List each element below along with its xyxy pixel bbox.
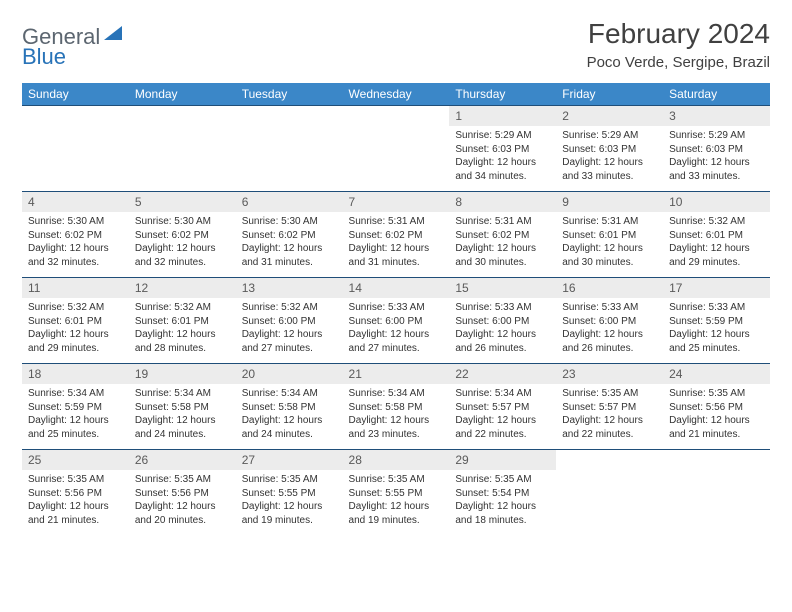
day-detail-cell: Sunrise: 5:29 AMSunset: 6:03 PMDaylight:…: [663, 126, 770, 192]
day-header-cell: Tuesday: [236, 83, 343, 106]
day-number-row: 11121314151617: [22, 278, 770, 299]
day-number-cell: 15: [449, 278, 556, 299]
day-detail-cell: Sunrise: 5:35 AMSunset: 5:55 PMDaylight:…: [236, 470, 343, 535]
day-detail-cell: Sunrise: 5:30 AMSunset: 6:02 PMDaylight:…: [236, 212, 343, 278]
day-detail-cell: Sunrise: 5:34 AMSunset: 5:58 PMDaylight:…: [129, 384, 236, 450]
day-number-cell: 17: [663, 278, 770, 299]
day-detail-cell: Sunrise: 5:34 AMSunset: 5:57 PMDaylight:…: [449, 384, 556, 450]
logo-triangle-icon: [104, 26, 122, 40]
day-number-cell: [663, 450, 770, 471]
day-detail-cell: Sunrise: 5:31 AMSunset: 6:02 PMDaylight:…: [343, 212, 450, 278]
day-number-cell: [129, 106, 236, 127]
day-detail-cell: Sunrise: 5:32 AMSunset: 6:01 PMDaylight:…: [129, 298, 236, 364]
calendar-header-row: SundayMondayTuesdayWednesdayThursdayFrid…: [22, 83, 770, 106]
day-number-cell: 4: [22, 192, 129, 213]
day-detail-cell: Sunrise: 5:34 AMSunset: 5:58 PMDaylight:…: [236, 384, 343, 450]
day-detail-cell: Sunrise: 5:33 AMSunset: 6:00 PMDaylight:…: [343, 298, 450, 364]
day-number-row: 45678910: [22, 192, 770, 213]
day-number-cell: 10: [663, 192, 770, 213]
day-detail-cell: Sunrise: 5:32 AMSunset: 6:00 PMDaylight:…: [236, 298, 343, 364]
day-detail-cell: Sunrise: 5:32 AMSunset: 6:01 PMDaylight:…: [22, 298, 129, 364]
day-number-cell: [556, 450, 663, 471]
day-number-cell: 6: [236, 192, 343, 213]
logo-text-wrap: General Blue: [22, 24, 100, 50]
day-detail-cell: Sunrise: 5:35 AMSunset: 5:56 PMDaylight:…: [129, 470, 236, 535]
day-detail-cell: Sunrise: 5:35 AMSunset: 5:56 PMDaylight:…: [22, 470, 129, 535]
day-number-cell: 11: [22, 278, 129, 299]
day-number-cell: 29: [449, 450, 556, 471]
day-number-cell: 19: [129, 364, 236, 385]
day-detail-cell: Sunrise: 5:29 AMSunset: 6:03 PMDaylight:…: [449, 126, 556, 192]
day-number-cell: 21: [343, 364, 450, 385]
day-detail-cell: Sunrise: 5:29 AMSunset: 6:03 PMDaylight:…: [556, 126, 663, 192]
day-number-cell: 1: [449, 106, 556, 127]
day-number-cell: 25: [22, 450, 129, 471]
day-number-cell: 14: [343, 278, 450, 299]
day-number-row: 123: [22, 106, 770, 127]
day-number-row: 2526272829: [22, 450, 770, 471]
day-number-cell: 2: [556, 106, 663, 127]
day-number-cell: 3: [663, 106, 770, 127]
title-block: February 2024 Poco Verde, Sergipe, Brazi…: [587, 18, 770, 71]
day-number-cell: 18: [22, 364, 129, 385]
day-detail-cell: [343, 126, 450, 192]
day-number-cell: 7: [343, 192, 450, 213]
day-detail-cell: Sunrise: 5:31 AMSunset: 6:01 PMDaylight:…: [556, 212, 663, 278]
day-detail-cell: [22, 126, 129, 192]
location-label: Poco Verde, Sergipe, Brazil: [587, 54, 770, 71]
day-detail-cell: Sunrise: 5:30 AMSunset: 6:02 PMDaylight:…: [22, 212, 129, 278]
day-detail-cell: Sunrise: 5:35 AMSunset: 5:54 PMDaylight:…: [449, 470, 556, 535]
day-detail-cell: Sunrise: 5:33 AMSunset: 6:00 PMDaylight:…: [449, 298, 556, 364]
day-detail-row: Sunrise: 5:32 AMSunset: 6:01 PMDaylight:…: [22, 298, 770, 364]
page-header: General Blue February 2024 Poco Verde, S…: [22, 18, 770, 71]
day-number-cell: 12: [129, 278, 236, 299]
day-header-cell: Sunday: [22, 83, 129, 106]
day-header-cell: Saturday: [663, 83, 770, 106]
day-number-cell: 20: [236, 364, 343, 385]
day-detail-cell: Sunrise: 5:31 AMSunset: 6:02 PMDaylight:…: [449, 212, 556, 278]
day-number-cell: 24: [663, 364, 770, 385]
day-detail-cell: [236, 126, 343, 192]
day-detail-row: Sunrise: 5:30 AMSunset: 6:02 PMDaylight:…: [22, 212, 770, 278]
day-detail-cell: Sunrise: 5:34 AMSunset: 5:58 PMDaylight:…: [343, 384, 450, 450]
day-detail-cell: Sunrise: 5:35 AMSunset: 5:56 PMDaylight:…: [663, 384, 770, 450]
day-number-cell: 5: [129, 192, 236, 213]
day-number-cell: 27: [236, 450, 343, 471]
day-detail-cell: [556, 470, 663, 535]
day-detail-row: Sunrise: 5:34 AMSunset: 5:59 PMDaylight:…: [22, 384, 770, 450]
day-number-cell: 28: [343, 450, 450, 471]
day-number-cell: [236, 106, 343, 127]
day-number-cell: [343, 106, 450, 127]
month-title: February 2024: [587, 18, 770, 50]
logo-text-blue: Blue: [22, 44, 66, 70]
day-detail-cell: Sunrise: 5:34 AMSunset: 5:59 PMDaylight:…: [22, 384, 129, 450]
day-detail-cell: Sunrise: 5:33 AMSunset: 5:59 PMDaylight:…: [663, 298, 770, 364]
day-detail-cell: Sunrise: 5:35 AMSunset: 5:57 PMDaylight:…: [556, 384, 663, 450]
day-detail-cell: [129, 126, 236, 192]
day-header-cell: Monday: [129, 83, 236, 106]
day-header-cell: Wednesday: [343, 83, 450, 106]
day-detail-cell: Sunrise: 5:35 AMSunset: 5:55 PMDaylight:…: [343, 470, 450, 535]
day-detail-cell: Sunrise: 5:30 AMSunset: 6:02 PMDaylight:…: [129, 212, 236, 278]
day-detail-row: Sunrise: 5:35 AMSunset: 5:56 PMDaylight:…: [22, 470, 770, 535]
day-number-row: 18192021222324: [22, 364, 770, 385]
day-number-cell: 22: [449, 364, 556, 385]
day-header-cell: Friday: [556, 83, 663, 106]
day-detail-row: Sunrise: 5:29 AMSunset: 6:03 PMDaylight:…: [22, 126, 770, 192]
day-detail-cell: [663, 470, 770, 535]
day-number-cell: 8: [449, 192, 556, 213]
day-detail-cell: Sunrise: 5:33 AMSunset: 6:00 PMDaylight:…: [556, 298, 663, 364]
day-number-cell: 26: [129, 450, 236, 471]
day-number-cell: 13: [236, 278, 343, 299]
day-number-cell: 23: [556, 364, 663, 385]
calendar-table: SundayMondayTuesdayWednesdayThursdayFrid…: [22, 83, 770, 535]
day-number-cell: 9: [556, 192, 663, 213]
day-number-cell: 16: [556, 278, 663, 299]
day-detail-cell: Sunrise: 5:32 AMSunset: 6:01 PMDaylight:…: [663, 212, 770, 278]
logo: General Blue: [22, 24, 122, 50]
day-header-cell: Thursday: [449, 83, 556, 106]
day-number-cell: [22, 106, 129, 127]
